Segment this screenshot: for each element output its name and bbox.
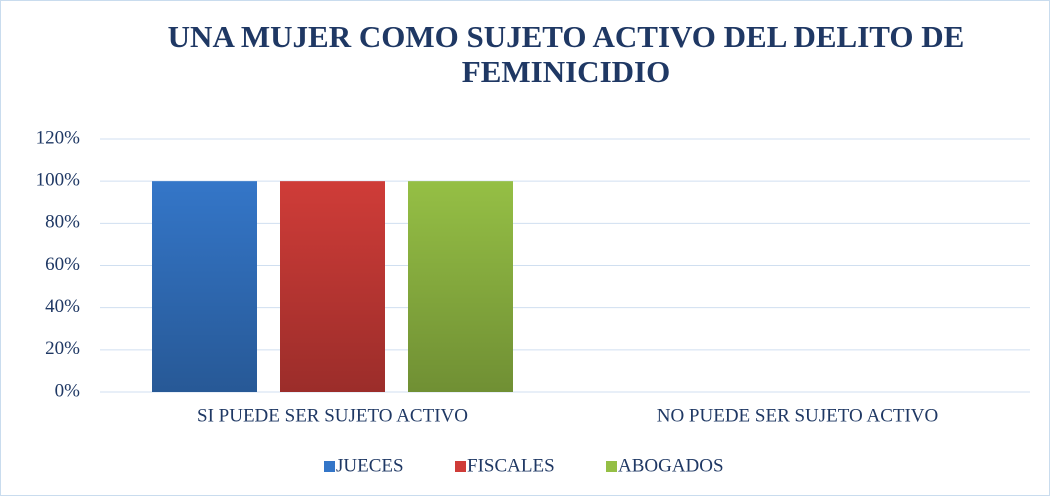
legend-swatch bbox=[324, 461, 335, 472]
legend-label: FISCALES bbox=[467, 455, 555, 476]
y-tick-label: 40% bbox=[45, 296, 80, 317]
chart-title: FEMINICIDIO bbox=[462, 54, 670, 89]
y-tick-label: 100% bbox=[36, 170, 81, 191]
bar-shade bbox=[280, 181, 385, 392]
legend-label: ABOGADOS bbox=[618, 455, 724, 476]
x-tick-label: SI PUEDE SER SUJETO ACTIVO bbox=[197, 405, 468, 426]
legend-label: JUECES bbox=[336, 455, 404, 476]
chart-title: UNA MUJER COMO SUJETO ACTIVO DEL DELITO … bbox=[168, 19, 965, 54]
legend-swatch bbox=[455, 461, 466, 472]
y-tick-label: 0% bbox=[55, 380, 81, 401]
legend-swatch bbox=[606, 461, 617, 472]
bar-shade bbox=[152, 181, 257, 392]
bar-shade bbox=[408, 181, 513, 392]
y-tick-label: 20% bbox=[45, 338, 80, 359]
y-tick-label: 120% bbox=[36, 127, 81, 148]
x-tick-label: NO PUEDE SER SUJETO ACTIVO bbox=[657, 405, 939, 426]
y-tick-label: 60% bbox=[45, 254, 80, 275]
y-tick-label: 80% bbox=[45, 212, 80, 233]
